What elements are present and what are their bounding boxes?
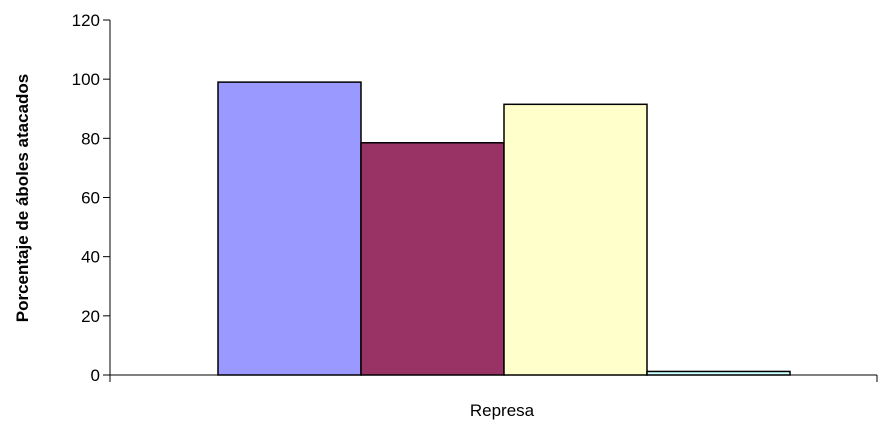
- x-axis-title: Represa: [470, 401, 535, 420]
- bar-3: [503, 103, 648, 376]
- y-tick-label-100: 100: [72, 70, 100, 89]
- plot-area: 0 20 40 60 80 100 120: [72, 11, 878, 385]
- bar-1: [217, 81, 362, 376]
- y-tick-label-120: 120: [72, 11, 100, 30]
- y-tick-label-40: 40: [81, 248, 100, 267]
- bar-4: [646, 370, 791, 376]
- bar-2: [360, 142, 505, 376]
- y-tick-label-80: 80: [81, 129, 100, 148]
- y-tick-label-0: 0: [91, 366, 100, 385]
- y-axis-title: Porcentaje de áboles atacados: [13, 74, 32, 323]
- y-tick-label-60: 60: [81, 189, 100, 208]
- y-tick-label-20: 20: [81, 307, 100, 326]
